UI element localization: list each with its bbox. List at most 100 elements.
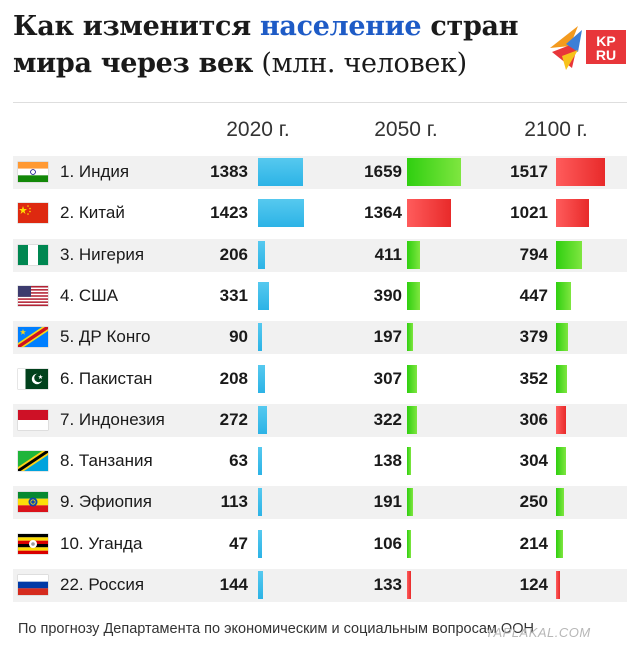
country-label: 7. Индонезия (60, 409, 165, 429)
value-2100: 352 (519, 368, 548, 388)
column-header-2050: 2050 г. (374, 118, 438, 141)
value-2050: 1659 (364, 162, 402, 181)
title-highlight: население (259, 11, 422, 42)
page-title: Как изменится население стран мира через… (13, 8, 533, 82)
bar-2020 (258, 281, 269, 310)
logo-text-bottom: RU (596, 47, 616, 63)
bar-2050 (407, 323, 413, 352)
title-part2: стран (421, 11, 519, 42)
value-2020: 144 (219, 575, 248, 594)
flag-china-icon (18, 203, 48, 224)
value-2020: 90 (229, 327, 248, 347)
column-header-2100: 2100 г. (524, 118, 588, 141)
column-header-2020: 2020 г. (226, 118, 290, 141)
country-label: 1. Индия (60, 162, 130, 181)
value-2100: 250 (519, 492, 548, 512)
flag-indonesia-icon (18, 409, 48, 430)
value-2100: 447 (519, 285, 548, 305)
logo-text-top: KP (596, 33, 615, 49)
value-2100: 379 (519, 327, 548, 347)
country-label: 3. Нигерия (60, 244, 145, 264)
value-2020: 331 (219, 285, 248, 305)
country-label: 10. Уганда (60, 533, 143, 553)
country-label: 4. США (60, 285, 119, 305)
bar-2020 (258, 405, 267, 434)
value-2100: 304 (519, 451, 548, 471)
flag-india-icon (18, 162, 48, 182)
value-2100: 1517 (510, 162, 548, 181)
bar-2050 (407, 529, 411, 558)
value-2020: 208 (219, 368, 248, 388)
bar-2100 (556, 199, 589, 228)
bar-2050 (407, 571, 411, 599)
bar-2100 (556, 323, 568, 352)
bar-2020 (258, 158, 303, 186)
value-2050: 307 (373, 368, 402, 388)
flag-ethiopia-icon (18, 492, 48, 513)
bar-2020 (258, 240, 265, 269)
bar-2100 (556, 158, 605, 186)
value-2050: 1364 (364, 203, 402, 223)
title-divider (13, 102, 627, 103)
value-2020: 113 (220, 492, 248, 512)
kp-logo: KP RU (550, 26, 626, 70)
flag-usa-icon (18, 285, 48, 306)
bar-2100 (556, 571, 560, 599)
title-units: (млн. человек) (253, 48, 467, 79)
value-2020: 272 (219, 409, 248, 429)
value-2050: 197 (373, 327, 402, 347)
row-background (13, 403, 627, 437)
bar-2100 (556, 405, 566, 434)
value-2020: 1383 (210, 162, 248, 181)
bar-2050 (407, 488, 413, 517)
title-line2: мира через век (13, 48, 254, 79)
value-2100: 124 (519, 575, 548, 594)
value-2100: 794 (519, 244, 548, 264)
bar-2050 (407, 199, 451, 228)
value-2100: 1021 (510, 203, 548, 223)
value-2050: 138 (373, 451, 402, 471)
country-label: 5. ДР Конго (60, 327, 151, 347)
bar-2050 (407, 405, 417, 434)
bar-2020 (258, 571, 263, 599)
title-part1: Как изменится (13, 11, 260, 42)
row-background (13, 321, 627, 355)
value-2020: 1423 (210, 203, 248, 223)
country-label: 22. Россия (60, 575, 145, 594)
value-2050: 106 (373, 533, 402, 553)
value-2020: 206 (219, 244, 248, 264)
flag-uganda-icon (18, 533, 48, 554)
bar-2100 (556, 240, 582, 269)
flag-dr-congo-icon (18, 327, 48, 348)
value-2050: 191 (373, 492, 402, 512)
row-background (13, 156, 627, 189)
bar-2020 (258, 323, 262, 352)
value-2100: 214 (519, 533, 548, 553)
watermark: YAPLAKAL.COM (485, 625, 591, 640)
bar-2100 (556, 364, 567, 393)
row-background (13, 486, 627, 520)
country-label: 9. Эфиопия (60, 492, 152, 512)
bar-2050 (407, 364, 417, 393)
bar-2020 (258, 488, 262, 517)
bar-2050 (407, 281, 420, 310)
flag-russia-icon (18, 575, 48, 595)
value-2020: 47 (229, 533, 248, 553)
value-2050: 390 (373, 285, 402, 305)
bar-2100 (556, 447, 566, 476)
bar-2100 (556, 529, 563, 558)
bar-2100 (556, 281, 571, 310)
value-2050: 411 (374, 244, 402, 264)
bar-2050 (407, 158, 461, 186)
row-background (13, 569, 627, 602)
flag-tanzania-icon (18, 451, 48, 472)
bar-2050 (407, 447, 411, 476)
flag-pakistan-icon (18, 368, 48, 389)
bar-2020 (258, 447, 262, 476)
source-note: По прогнозу Департамента по экономически… (18, 621, 534, 637)
value-2050: 133 (373, 575, 402, 594)
country-label: 6. Пакистан (60, 368, 153, 388)
country-label: 2. Китай (60, 203, 125, 223)
bar-2020 (258, 199, 304, 228)
country-label: 8. Танзания (60, 451, 153, 471)
